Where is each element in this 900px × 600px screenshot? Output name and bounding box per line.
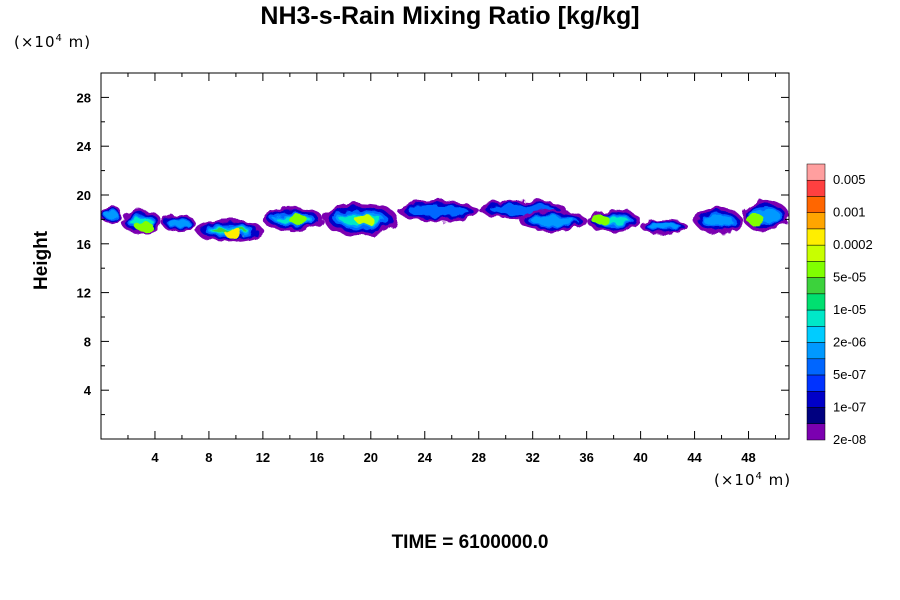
x-tick-label-24: 24 [418, 450, 433, 465]
y-tick-label-20: 20 [77, 188, 91, 203]
x-tick-label-40: 40 [633, 450, 647, 465]
field-band-2-level-3 [167, 219, 190, 227]
field-band-0-level-3 [104, 210, 118, 219]
colorbar-label-8: 2e-08 [833, 432, 866, 447]
field-core-1 [224, 227, 243, 238]
colorbar-swatch-4 [806, 228, 826, 246]
colorbar-label-6: 5e-07 [833, 367, 866, 382]
plot-frame [100, 72, 790, 440]
colorbar-swatch-14 [806, 391, 826, 408]
colorbar-swatch-11 [806, 342, 826, 360]
colorbar-label-3: 5e-05 [833, 270, 866, 285]
colorbar-swatch-10 [806, 326, 826, 343]
y-tick-label-28: 28 [77, 90, 91, 105]
mixing-ratio-field [101, 199, 789, 242]
x-tick-label-44: 44 [687, 450, 702, 465]
x-tick-label-32: 32 [525, 450, 539, 465]
x-tick-label-8: 8 [205, 450, 212, 465]
colorbar-label-5: 2e-06 [833, 335, 866, 350]
colorbar-swatch-16 [806, 423, 826, 441]
chart-title: NH3-s-Rain Mixing Ratio [kg/kg] [260, 2, 640, 30]
time-label: TIME = 6100000.0 [391, 532, 549, 553]
colorbar-swatch-7 [806, 277, 826, 295]
field-band-10-level-3 [649, 223, 680, 230]
colorbar-swatch-0 [806, 163, 826, 181]
colorbar-swatch-8 [806, 293, 826, 311]
y-tick-label-4: 4 [84, 383, 92, 398]
x-tick-label-28: 28 [471, 450, 485, 465]
x-tick-label-48: 48 [741, 450, 755, 465]
colorbar-label-7: 1e-07 [833, 400, 866, 415]
colorbar-label-2: 0.0002 [833, 237, 873, 252]
y-tick-label-16: 16 [77, 237, 91, 252]
colorbar-swatch-12 [806, 358, 826, 376]
x-tick-label-20: 20 [364, 450, 378, 465]
colorbar: 0.005 0.001 0.0002 5e-05 1e-05 2e-06 5e-07 1e-0… [806, 163, 873, 447]
field-band-11-level-3 [703, 215, 734, 226]
field-core-3 [355, 214, 374, 225]
y-tick-label-24: 24 [77, 139, 92, 154]
colorbar-swatch-15 [806, 407, 826, 425]
field-core-2 [288, 214, 307, 225]
y-tick-label-12: 12 [77, 286, 91, 301]
colorbar-swatch-5 [806, 244, 826, 262]
field-band-8-level-3 [531, 216, 575, 226]
field-core-0 [135, 221, 154, 232]
colorbar-swatch-6 [806, 261, 826, 278]
field-band-6-level-2 [408, 204, 468, 217]
x-tick-label-16: 16 [310, 450, 324, 465]
x-tick-label-36: 36 [579, 450, 593, 465]
colorbar-label-4: 1e-05 [833, 302, 866, 317]
y-tick-label-8: 8 [84, 334, 91, 349]
x-tick-label-12: 12 [256, 450, 270, 465]
x-tick-label-4: 4 [151, 450, 159, 465]
colorbar-swatch-3 [806, 212, 826, 230]
colorbar-swatch-2 [806, 196, 826, 213]
field-core-5 [746, 214, 765, 225]
colorbar-label-0: 0.005 [833, 172, 866, 187]
colorbar-swatch-1 [806, 179, 826, 197]
colorbar-label-1: 0.001 [833, 205, 866, 220]
field-core-4 [591, 214, 610, 225]
x-axis-unit: (×104 m) [714, 471, 792, 489]
colorbar-swatch-9 [806, 309, 826, 327]
y-axis-unit: (×104 m) [14, 33, 92, 51]
colorbar-swatch-13 [806, 374, 826, 392]
